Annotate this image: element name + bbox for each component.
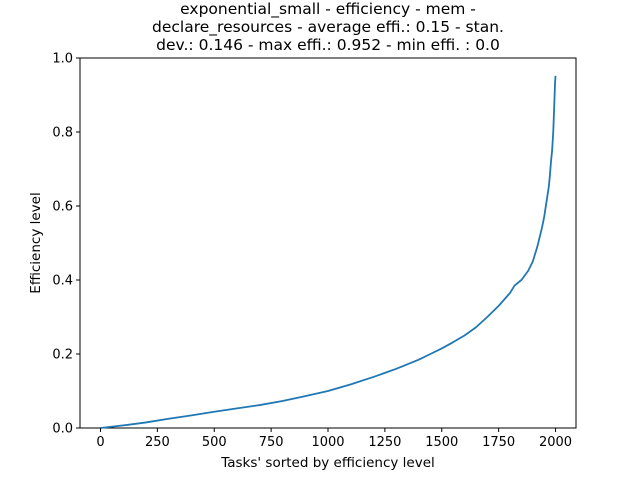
x-tick-label: 1000	[311, 435, 344, 450]
y-axis-label: Efficiency level	[28, 192, 44, 293]
x-tick-label: 1500	[425, 435, 458, 450]
y-tick-label: 1.0	[52, 52, 73, 67]
y-tick-label: 0.2	[52, 348, 73, 363]
y-tick-label: 0.4	[52, 274, 73, 289]
chart-title: exponential_small - efficiency - mem -de…	[152, 0, 504, 54]
efficiency-line	[100, 75, 557, 429]
x-axis-ticks: 0 250 500 750 1000 1250 1500 1750 2000	[96, 428, 572, 450]
x-tick-label: 1250	[368, 435, 401, 450]
plot-frame	[79, 57, 577, 429]
x-tick-label: 1750	[482, 435, 515, 450]
x-axis-label: Tasks' sorted by efficiency level	[220, 455, 435, 471]
x-tick-label: 2000	[539, 435, 572, 450]
title-line-3: dev.: 0.146 - max effi.: 0.952 - min eff…	[156, 36, 500, 54]
x-tick-label: 250	[145, 435, 170, 450]
y-tick-label: 0.6	[52, 200, 73, 215]
x-tick-label: 750	[259, 435, 284, 450]
title-line-2: declare_resources - average effi.: 0.15 …	[152, 18, 504, 37]
y-axis-ticks: 0.0 0.2 0.4 0.6 0.8 1.0	[52, 52, 80, 437]
y-tick-label: 0.8	[52, 126, 73, 141]
plot-area	[79, 57, 577, 429]
title-line-1: exponential_small - efficiency - mem -	[180, 0, 476, 19]
x-tick-label: 500	[202, 435, 227, 450]
y-tick-label: 0.0	[52, 422, 73, 437]
x-tick-label: 0	[96, 435, 104, 450]
